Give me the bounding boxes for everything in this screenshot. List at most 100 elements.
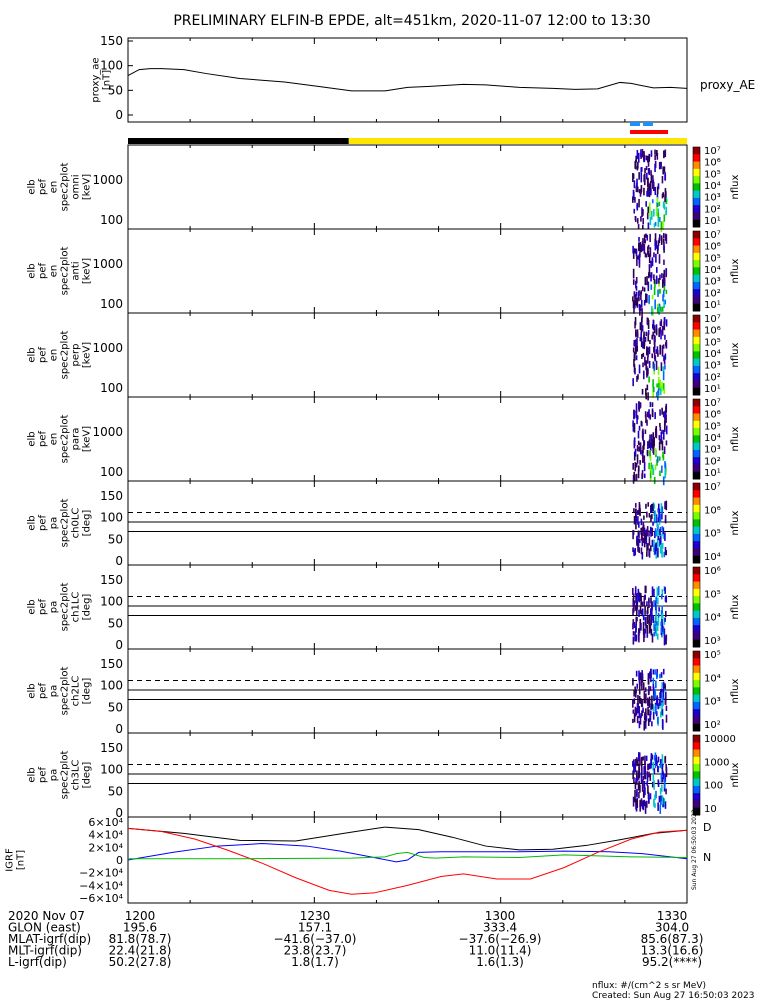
colorbar-band [693, 581, 700, 590]
spectrogram-cell [647, 332, 650, 342]
pa-panel-frame [127, 564, 688, 650]
colorbar-band [693, 471, 700, 480]
colorbar-frame [692, 230, 701, 312]
spectrogram-cell [632, 587, 634, 595]
spectrogram-cell [650, 758, 652, 769]
spectrogram-cell [660, 235, 663, 245]
spectrogram-cell [642, 362, 644, 368]
spectrogram-cell [638, 172, 640, 180]
proxy-ae-axis-label-line: proxy_ae [91, 57, 102, 102]
spectrogram-cell [664, 587, 666, 594]
spectrogram-cell [643, 461, 646, 472]
spectrogram-cell [647, 673, 650, 681]
spectrogram-cell [648, 614, 651, 624]
spectrogram-cell [638, 189, 641, 194]
spectrogram-cell [638, 791, 640, 799]
colorbar-frame [692, 398, 701, 480]
spectrogram-cell [661, 776, 664, 783]
spectrogram-cell [644, 616, 647, 626]
spectrogram-cell [634, 216, 637, 222]
spectrogram-cell [635, 280, 637, 289]
spectrogram-cell [651, 703, 654, 710]
spectrogram-cell [632, 196, 634, 203]
spectrogram-cell [643, 299, 646, 306]
spectrogram-cell [661, 407, 663, 415]
spectrogram-cell [654, 512, 657, 522]
spectrogram-cell [634, 294, 637, 302]
spectrogram-cell [662, 344, 665, 349]
spectrogram-cell [645, 693, 647, 704]
spectrogram-cell [655, 548, 658, 559]
spectrogram-cell [663, 269, 666, 277]
proxy-ae-tick-label: 150 [100, 34, 123, 48]
spectrogram-cell [646, 234, 649, 241]
spectrogram-cell [655, 514, 658, 523]
spectrogram-cell [651, 439, 654, 449]
spectrogram-cell [641, 470, 644, 478]
colorbar-band [693, 212, 700, 221]
colorbar-tick-label: 10⁵ [704, 589, 721, 600]
spectrogram-cell [649, 710, 652, 715]
pa-spectrogram [632, 585, 668, 646]
spectrogram-cell [664, 617, 666, 622]
colorbar-band [693, 238, 700, 247]
spectrogram-cell [633, 451, 636, 461]
spectrogram-cell [646, 781, 648, 786]
spectrogram-cell [643, 234, 646, 244]
spectrogram-cell [651, 586, 654, 597]
spectrogram-cell [652, 379, 654, 388]
spectrogram-cell [651, 633, 654, 643]
spectrogram-cell [661, 513, 663, 520]
spectrogram-cell [640, 697, 642, 704]
spectrogram-cell [642, 224, 644, 230]
spectrogram-cell [665, 550, 668, 556]
spectrogram-cell [659, 804, 662, 814]
spectrogram-cell [641, 551, 644, 560]
spectrogram-cell [632, 296, 634, 302]
spectrogram-cell [635, 291, 638, 297]
spectrogram-cell [638, 547, 641, 554]
spectrogram-cell [652, 669, 655, 675]
spectrogram-cell [643, 156, 646, 163]
colorbar-frame [692, 146, 701, 228]
colorbar-tick-label: 10⁶ [704, 566, 721, 577]
spectrogram-cell [651, 539, 654, 547]
spectrogram-cell [645, 165, 648, 171]
spectrogram-cell [639, 592, 641, 598]
colorbar-tick-label: 10³ [704, 277, 721, 288]
energy-tick-label: 100 [100, 213, 123, 227]
pa-axis-label-line: elb [27, 515, 38, 530]
spectrogram-cell [662, 238, 665, 244]
spectrogram-cell [657, 307, 659, 313]
spectrogram-cell [647, 441, 649, 450]
spectrogram-cell [661, 619, 663, 630]
spectrogram-cell [651, 606, 653, 616]
pa-spectrogram [632, 752, 668, 814]
orbit-table-cell: 157.1 [298, 921, 332, 935]
spectrogram-cell [634, 686, 636, 695]
spectrogram-cell [646, 419, 648, 426]
spectrogram-cell [642, 756, 644, 761]
spectrogram-cell [660, 594, 663, 600]
spectrogram-cell [640, 332, 642, 338]
pa-axis-label: elb pef pa spec2plot ch0LC [deg] [27, 499, 93, 548]
spectrogram-cell [638, 636, 640, 643]
colorbar-band [693, 183, 700, 192]
spectrogram-cell [660, 329, 662, 340]
spectrogram-cell [633, 516, 636, 525]
spectrogram-cell [665, 289, 668, 294]
colorbar-band [693, 176, 700, 184]
spectrogram-cell [640, 798, 643, 804]
spectrogram-cell [637, 223, 640, 230]
pa-tick-label: 0 [115, 806, 123, 820]
spectrogram-cell [655, 349, 658, 354]
colorbar-frame [692, 650, 701, 732]
spectrogram-cell [650, 597, 652, 604]
spectrogram-cell [642, 779, 644, 788]
igrf-legend-d: D [703, 821, 711, 834]
spectrogram-cell [654, 154, 656, 161]
spectrogram-cell [657, 183, 660, 190]
spectrogram-cell [665, 414, 667, 423]
spectrogram-cell [656, 391, 658, 397]
spectrogram-cell [660, 689, 662, 698]
